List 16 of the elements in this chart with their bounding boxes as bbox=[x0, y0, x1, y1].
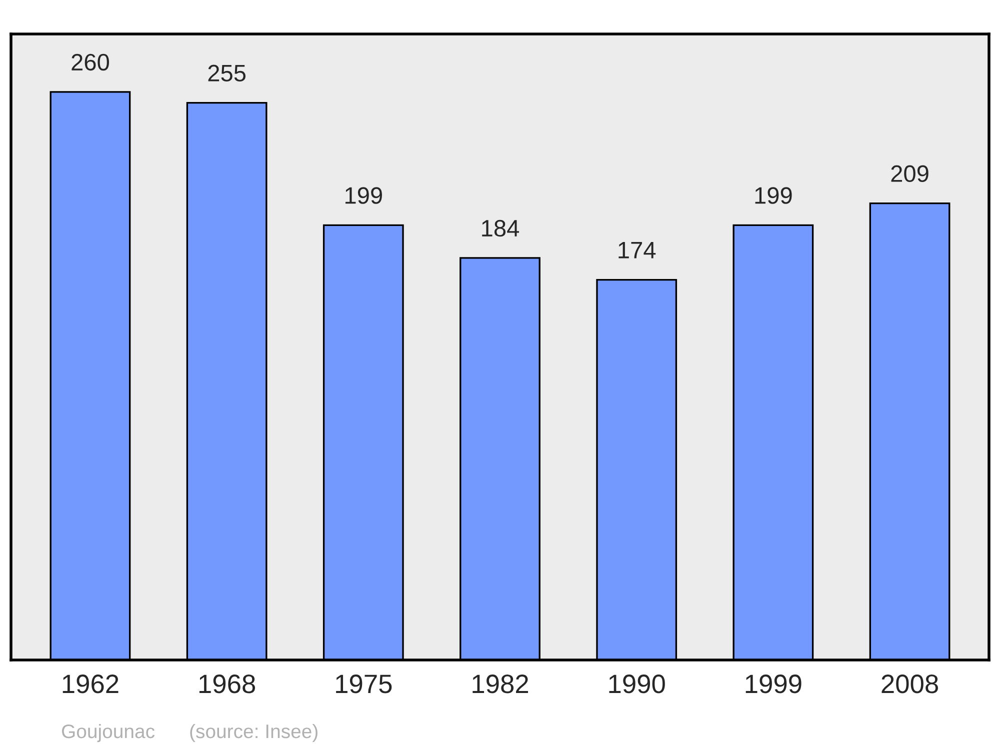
x-tick-label: 1999 bbox=[746, 674, 802, 694]
x-tick-label: 1968 bbox=[199, 674, 256, 694]
data-label: 184 bbox=[482, 220, 520, 237]
data-label: 209 bbox=[891, 165, 928, 182]
data-label: 260 bbox=[72, 54, 109, 71]
text: Goujounac bbox=[62, 724, 155, 742]
text: (source: Insee) bbox=[190, 724, 318, 742]
x-tick-label: 1990 bbox=[609, 674, 665, 694]
data-label: 199 bbox=[346, 187, 382, 204]
data-label: 255 bbox=[208, 64, 246, 82]
data-label: 174 bbox=[618, 242, 656, 258]
x-tick-label: 2008 bbox=[882, 674, 938, 694]
x-tick-label: 1982 bbox=[472, 674, 528, 694]
x-tick-label: 1975 bbox=[336, 674, 392, 694]
x-tick-label: 1962 bbox=[62, 674, 118, 694]
data-label: 199 bbox=[755, 187, 792, 204]
